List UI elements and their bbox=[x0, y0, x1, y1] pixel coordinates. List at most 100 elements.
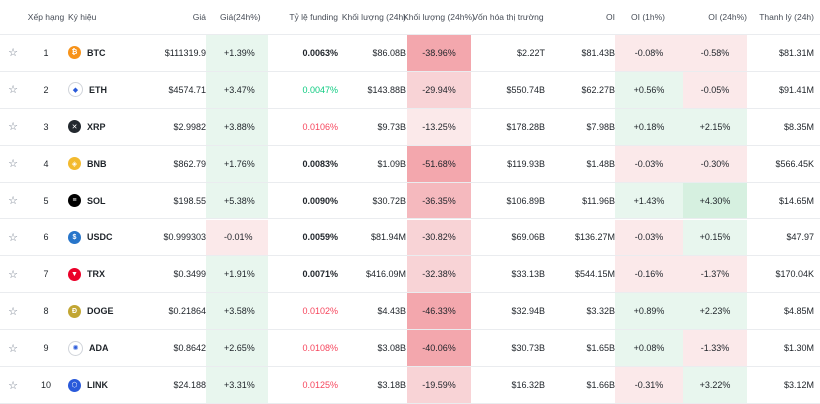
oi-24h-cell: -0.30% bbox=[683, 145, 747, 182]
symbol-cell[interactable]: ✺ ADA bbox=[68, 330, 168, 366]
volume-cell: $4.43B bbox=[377, 306, 406, 317]
solana-icon: ≡ bbox=[68, 194, 81, 208]
favorite-star-icon[interactable]: ☆ bbox=[8, 379, 18, 392]
rank-cell: 3 bbox=[43, 121, 49, 132]
table-row[interactable]: ☆ 8 Ð DOGE $0.21864 +3.58% 0.0102% $4.43B -46.33… bbox=[0, 293, 820, 331]
funding-rate-cell: 0.0063% bbox=[302, 47, 338, 58]
oi-24h-cell: +2.15% bbox=[683, 108, 747, 145]
rank-cell: 9 bbox=[43, 343, 49, 354]
favorite-star-icon[interactable]: ☆ bbox=[8, 268, 18, 281]
favorite-star-icon[interactable]: ☆ bbox=[8, 158, 18, 171]
tron-icon: ▼ bbox=[68, 267, 81, 281]
rank-cell: 6 bbox=[43, 232, 49, 243]
change-24h-cell: +1.76% bbox=[206, 145, 268, 182]
market-cap-cell: $119.93B bbox=[507, 158, 545, 169]
volume-cell: $1.09B bbox=[377, 158, 406, 169]
market-cap-cell: $550.74B bbox=[506, 84, 545, 95]
favorite-star-icon[interactable]: ☆ bbox=[8, 231, 18, 244]
table-row[interactable]: ☆ 4 ◈ BNB $862.79 +1.76% 0.0083% $1.09B -51.68% $… bbox=[0, 145, 820, 183]
table-row[interactable]: ☆ 9 ✺ ADA $0.8642 +2.65% 0.0108% $3.08B -40.06% $… bbox=[0, 330, 820, 368]
funding-rate-cell: 0.0059% bbox=[302, 232, 338, 243]
oi-1h-cell: -0.03% bbox=[615, 219, 683, 256]
price-cell: $0.999303 bbox=[163, 232, 206, 243]
symbol-cell[interactable]: ◆ ETH bbox=[68, 72, 168, 108]
header-rank[interactable]: Xếp hạng bbox=[27, 12, 65, 22]
symbol-cell[interactable]: ✕ XRP bbox=[68, 109, 168, 145]
symbol-label[interactable]: BTC bbox=[87, 47, 106, 58]
doge-icon: Ð bbox=[68, 304, 81, 318]
table-row[interactable]: ☆ 3 ✕ XRP $2.9982 +3.88% 0.0106% $9.73B -13.25% $… bbox=[0, 108, 820, 146]
oi-24h-cell: -0.05% bbox=[683, 71, 747, 108]
favorite-star-icon[interactable]: ☆ bbox=[8, 121, 18, 134]
price-cell: $24.188 bbox=[173, 380, 206, 391]
header-liquidation[interactable]: Thanh lý (24h) bbox=[759, 12, 814, 22]
rank-cell: 10 bbox=[40, 380, 51, 391]
liquidation-cell: $170.04K bbox=[775, 269, 814, 280]
header-change-24h[interactable]: Giá(24h%) bbox=[220, 12, 261, 22]
symbol-cell[interactable]: $ USDC bbox=[68, 220, 168, 256]
symbol-cell[interactable]: ◈ BNB bbox=[68, 146, 168, 182]
oi-cell: $136.27M bbox=[574, 232, 615, 243]
oi-1h-cell: +0.89% bbox=[615, 293, 683, 330]
change-24h-cell: +2.65% bbox=[206, 330, 268, 367]
rank-cell: 1 bbox=[43, 47, 49, 58]
liquidation-cell: $91.41M bbox=[778, 84, 814, 95]
volume-change-cell: -19.59% bbox=[407, 367, 471, 403]
symbol-label[interactable]: USDC bbox=[87, 232, 113, 243]
symbol-cell[interactable]: ≡ SOL bbox=[68, 183, 168, 219]
header-oi[interactable]: OI bbox=[606, 12, 615, 22]
volume-cell: $86.08B bbox=[372, 47, 406, 58]
table-row[interactable]: ☆ 10 ⬡ LINK $24.188 +3.31% 0.0125% $3.18B -19.59… bbox=[0, 367, 820, 404]
symbol-cell[interactable]: ⬡ LINK bbox=[68, 367, 168, 403]
volume-change-cell: -46.33% bbox=[407, 293, 471, 330]
funding-rate-cell: 0.0108% bbox=[302, 343, 338, 354]
header-oi-24h[interactable]: OI (24h%) bbox=[708, 12, 747, 22]
table-row[interactable]: ☆ 6 $ USDC $0.999303 -0.01% 0.0059% $81.94M -30.… bbox=[0, 219, 820, 257]
symbol-cell[interactable]: ₿ BTC bbox=[68, 35, 168, 71]
table-row[interactable]: ☆ 7 ▼ TRX $0.3499 +1.91% 0.0071% $416.09M -32.38… bbox=[0, 256, 820, 294]
header-volume[interactable]: Khối lượng (24h) bbox=[341, 12, 406, 22]
oi-1h-cell: -0.16% bbox=[615, 256, 683, 293]
favorite-star-icon[interactable]: ☆ bbox=[8, 84, 18, 97]
volume-cell: $30.72B bbox=[372, 195, 406, 206]
symbol-cell[interactable]: ▼ TRX bbox=[68, 256, 168, 292]
chainlink-icon: ⬡ bbox=[68, 378, 81, 392]
symbol-cell[interactable]: Ð DOGE bbox=[68, 293, 168, 329]
favorite-star-icon[interactable]: ☆ bbox=[8, 47, 18, 60]
symbol-label[interactable]: ETH bbox=[89, 84, 107, 95]
oi-24h-cell: +0.15% bbox=[683, 219, 747, 256]
header-volume-change[interactable]: Khối lượng (24h%) bbox=[403, 12, 475, 22]
change-24h-cell: +3.88% bbox=[206, 108, 268, 145]
favorite-star-icon[interactable]: ☆ bbox=[8, 342, 18, 355]
oi-24h-cell: -1.37% bbox=[683, 256, 747, 293]
volume-change-cell: -38.96% bbox=[407, 35, 471, 71]
header-market-cap[interactable]: Vốn hóa thị trường bbox=[472, 11, 544, 22]
price-cell: $198.55 bbox=[173, 195, 206, 206]
table-row[interactable]: ☆ 2 ◆ ETH $4574.71 +3.47% 0.0047% $143.88B -29.9… bbox=[0, 71, 820, 109]
symbol-label[interactable]: DOGE bbox=[87, 306, 114, 317]
oi-1h-cell: -0.31% bbox=[615, 367, 683, 403]
favorite-star-icon[interactable]: ☆ bbox=[8, 195, 18, 208]
change-24h-cell: +5.38% bbox=[206, 182, 268, 219]
symbol-label[interactable]: XRP bbox=[87, 121, 106, 132]
symbol-label[interactable]: TRX bbox=[87, 269, 105, 280]
symbol-label[interactable]: SOL bbox=[87, 195, 106, 206]
table-row[interactable]: ☆ 1 ₿ BTC $111319.9 +1.39% 0.0063% $86.08B -38.9… bbox=[0, 35, 820, 72]
symbol-label[interactable]: LINK bbox=[87, 380, 108, 391]
header-price[interactable]: Giá bbox=[192, 12, 206, 22]
symbol-label[interactable]: BNB bbox=[87, 158, 107, 169]
price-cell: $0.3499 bbox=[173, 269, 206, 280]
oi-24h-cell: -0.58% bbox=[683, 35, 747, 71]
header-oi-1h[interactable]: OI (1h%) bbox=[630, 12, 665, 22]
header-funding-rate[interactable]: Tỷ lệ funding bbox=[289, 12, 338, 22]
favorite-star-icon[interactable]: ☆ bbox=[8, 305, 18, 318]
price-cell: $2.9982 bbox=[173, 121, 206, 132]
symbol-label[interactable]: ADA bbox=[89, 343, 109, 354]
header-symbol[interactable]: Ký hiệu bbox=[68, 12, 97, 22]
volume-change-cell: -13.25% bbox=[407, 108, 471, 145]
funding-rate-cell: 0.0071% bbox=[302, 269, 338, 280]
oi-cell: $3.32B bbox=[586, 306, 615, 317]
volume-change-cell: -36.35% bbox=[407, 182, 471, 219]
table-row[interactable]: ☆ 5 ≡ SOL $198.55 +5.38% 0.0090% $30.72B -36.35%… bbox=[0, 182, 820, 220]
xrp-icon: ✕ bbox=[68, 120, 81, 134]
